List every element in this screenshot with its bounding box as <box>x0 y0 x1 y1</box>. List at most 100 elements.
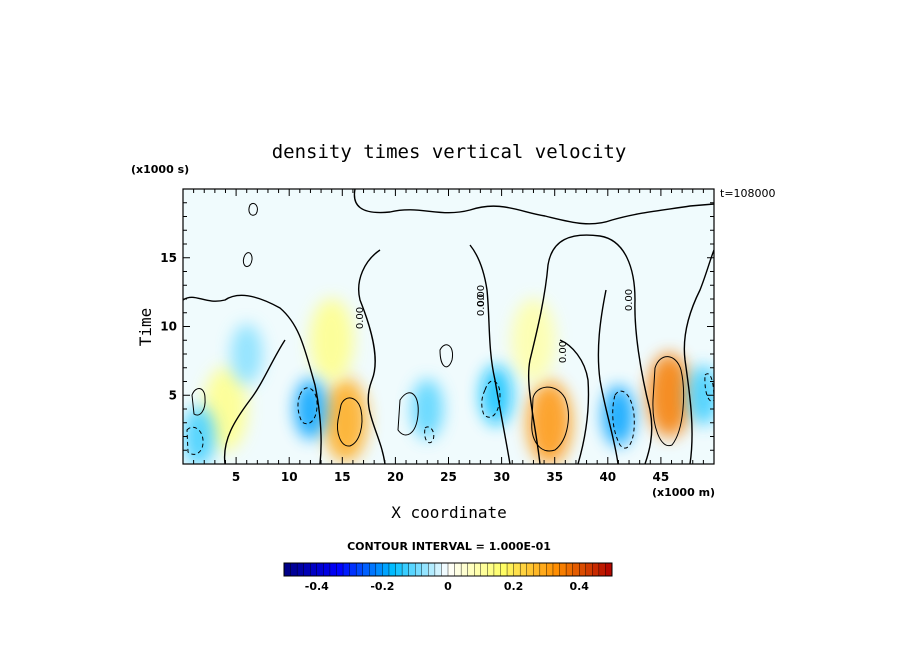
zero-contour-b <box>358 249 386 464</box>
colorbar-cell <box>415 562 423 577</box>
colorbar-cell <box>296 562 305 577</box>
colorbar-cell <box>329 562 337 577</box>
colorbar-cell <box>421 562 429 577</box>
zero-contour-left <box>183 294 322 464</box>
colorbar-cell <box>395 562 403 577</box>
zero-contour-top <box>353 189 714 225</box>
colorbar-cell <box>546 562 554 577</box>
neg-contour-5 <box>424 426 435 444</box>
axis-ticks: 5 10 15 20 25 30 35 40 45 5 10 15 <box>160 189 714 484</box>
pos-contour-2 <box>531 386 569 452</box>
colorbar-cell <box>382 562 390 577</box>
colorbar-cell <box>323 562 331 577</box>
contour-lines <box>183 189 714 464</box>
blob-contour-4 <box>248 202 258 216</box>
colorbar-cell <box>467 562 475 577</box>
negative-feature-1 <box>480 365 513 426</box>
colorbar-cell <box>579 562 587 577</box>
colorbar-cell <box>428 562 436 577</box>
colorbar-cell <box>500 562 508 577</box>
positive-feature-0 <box>323 378 368 462</box>
colorbar-cell <box>598 562 606 577</box>
colorbar-cell <box>559 562 567 577</box>
colorbar-cell <box>526 562 534 577</box>
colorbar-cell <box>533 562 541 577</box>
negative-feature-5 <box>687 365 714 426</box>
x-tick-label: 20 <box>387 470 404 484</box>
colorbar-cell <box>592 562 600 577</box>
colorbar-tick-label: 0.2 <box>504 580 524 593</box>
neg-contour-3 <box>612 390 635 449</box>
field-shading <box>183 298 714 464</box>
negative-feature-0 <box>294 379 327 439</box>
negative-feature-4 <box>411 379 444 439</box>
x-tick-label: 5 <box>232 470 240 484</box>
colorbar-cell <box>474 562 482 577</box>
time-stamp: t=108000 <box>720 187 776 200</box>
colorbar-cell <box>572 562 580 577</box>
colorbar-tick-label: 0.4 <box>569 580 589 593</box>
zero-contour-e <box>559 339 590 464</box>
x-unit-label: (x1000 m) <box>652 486 715 499</box>
colorbar-cell <box>290 562 298 577</box>
blob-contour-1 <box>242 252 253 268</box>
colorbar-cell <box>506 562 515 577</box>
contour-label-0: 0.00 <box>355 307 366 329</box>
colorbar-cell <box>565 562 574 577</box>
colorbar-cell <box>460 562 469 577</box>
colorbar-cell <box>342 562 351 577</box>
y-tick-label: 15 <box>160 251 177 265</box>
zero-contour-d <box>527 234 653 464</box>
colorbar-cell <box>552 562 561 577</box>
colorbar-ticks: -0.4 -0.2 0 0.2 0.4 <box>305 580 590 593</box>
colorbar-cell <box>349 562 357 577</box>
dashed-contours <box>186 373 714 455</box>
x-tick-label: 35 <box>546 470 563 484</box>
positive-feature-1 <box>527 380 572 464</box>
colorbar-frame <box>283 562 613 577</box>
colorbar-cell <box>316 562 324 577</box>
zero-contour-c <box>469 244 511 464</box>
x-tick-label: 45 <box>653 470 670 484</box>
neg-contour-4 <box>186 426 204 455</box>
colorbar-cell <box>355 562 364 577</box>
colorbar-cell <box>519 562 528 577</box>
y-unit-label: (x1000 s) <box>131 163 189 176</box>
x-tick-label: 10 <box>281 470 298 484</box>
chart-title: density times vertical velocity <box>272 141 627 163</box>
x-tick-label: 25 <box>440 470 457 484</box>
colorbar-cell <box>375 562 383 577</box>
positive-feature-2 <box>647 353 692 438</box>
positive-feature-5 <box>511 298 556 383</box>
pos-contour-4 <box>191 388 206 416</box>
colorbar-cell <box>447 562 456 577</box>
positive-feature-3 <box>309 298 354 383</box>
colorbar-cell <box>336 562 344 577</box>
colorbar-cell <box>310 562 318 577</box>
colorbar-cell <box>605 562 613 577</box>
x-tick-label: 40 <box>599 470 616 484</box>
y-axis-label: Time <box>136 308 155 347</box>
negative-feature-6 <box>230 324 263 384</box>
zero-contour-f <box>597 289 619 464</box>
contour-label-3: 0.00 <box>624 289 635 311</box>
colorbar-tick-label: 0 <box>444 580 452 593</box>
colorbar-cell <box>493 562 501 577</box>
colorbar-cell <box>369 562 377 577</box>
colorbar-cell <box>434 562 442 577</box>
colorbar-cell <box>408 562 416 577</box>
y-tick-label: 5 <box>169 388 177 402</box>
colorbar-cell <box>441 562 449 577</box>
colorbar-cell <box>454 562 462 577</box>
colorbar-cell <box>539 562 547 577</box>
y-tick-label: 10 <box>160 320 177 334</box>
plot-area: 0.000.000.000.000.00 5 10 15 20 25 30 35 40 4551… <box>160 188 715 484</box>
colorbar-cell <box>388 562 397 577</box>
colorbar-cell <box>480 562 488 577</box>
x-tick-label: 15 <box>334 470 351 484</box>
pos-contour-3 <box>652 356 685 447</box>
x-tick-label: 30 <box>493 470 510 484</box>
colorbar-tick-label: -0.2 <box>370 580 394 593</box>
blob-contour-2 <box>397 392 419 436</box>
